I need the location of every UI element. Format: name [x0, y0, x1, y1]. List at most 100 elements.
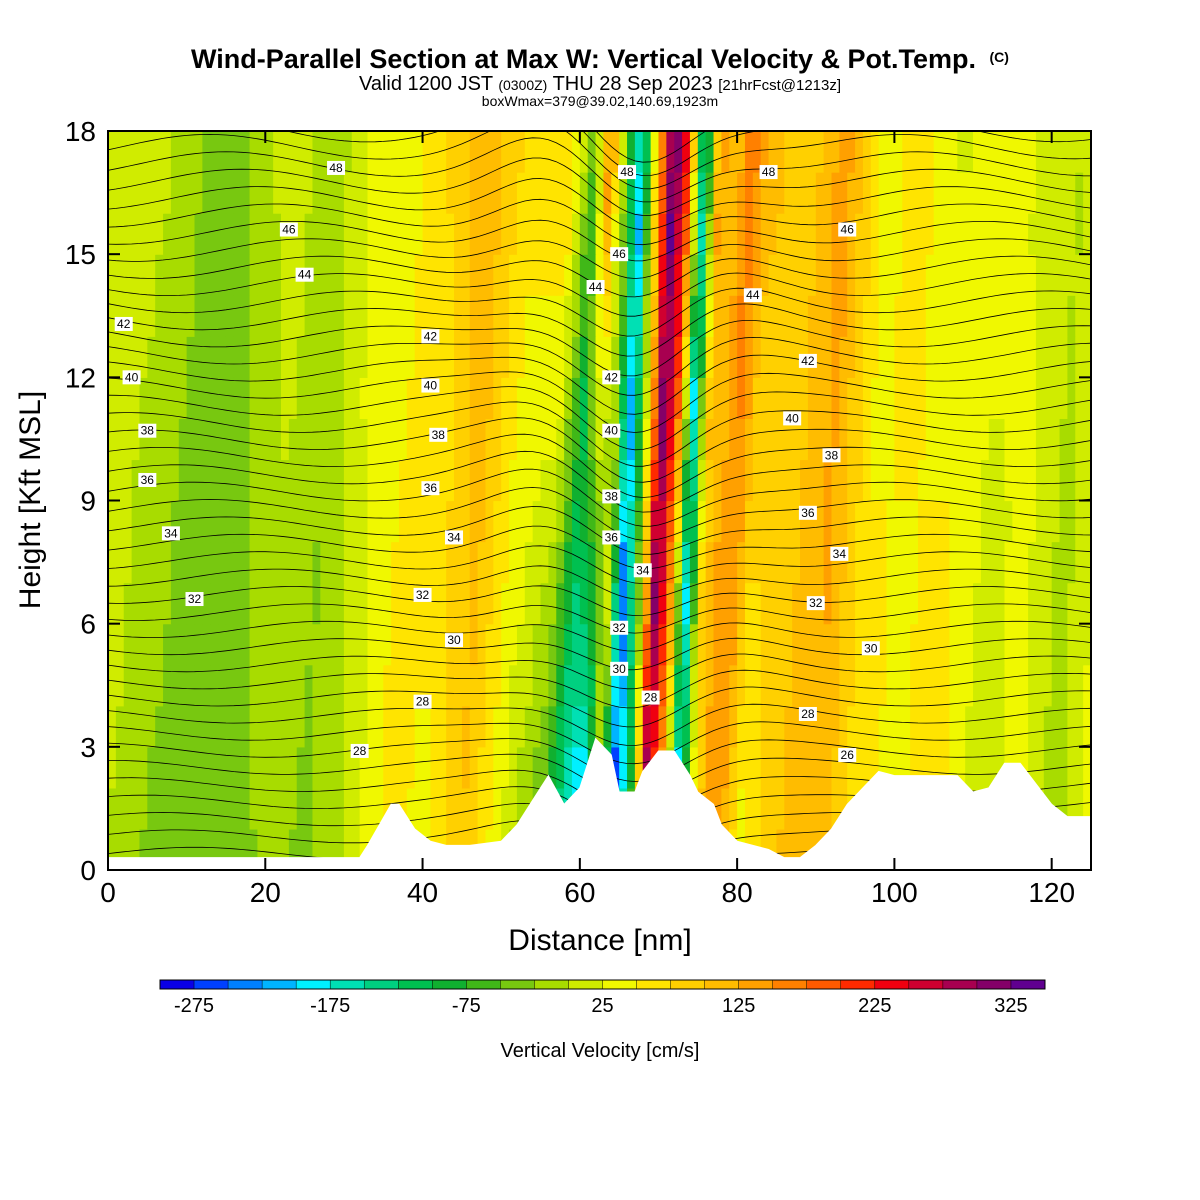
w-cell: [776, 541, 785, 584]
svg-text:46: 46: [841, 223, 855, 237]
w-cell: [139, 582, 148, 625]
w-cell: [336, 336, 345, 378]
w-cell: [595, 500, 605, 543]
w-cell: [320, 213, 329, 255]
w-cell: [241, 623, 251, 666]
w-cell: [320, 582, 329, 625]
w-cell: [225, 377, 235, 419]
w-cell: [564, 746, 573, 789]
w-cell: [249, 336, 259, 378]
w-cell: [1035, 746, 1045, 789]
w-cell: [108, 500, 117, 543]
w-cell: [163, 172, 172, 214]
w-cell: [603, 336, 612, 378]
w-cell: [1075, 418, 1084, 461]
w-cell: [760, 172, 770, 214]
w-cell: [147, 131, 156, 173]
w-cell: [980, 254, 990, 296]
w-cell: [296, 418, 306, 461]
theta-contour: [108, 506, 1091, 555]
w-cell: [1075, 336, 1084, 378]
w-cell: [178, 459, 188, 502]
w-cell: [634, 418, 644, 461]
w-cell: [304, 418, 314, 461]
w-cell: [446, 295, 455, 337]
w-cell: [996, 336, 1006, 378]
colorbar-swatch: [500, 980, 535, 989]
w-cell: [1043, 213, 1053, 255]
w-cell: [941, 131, 951, 173]
w-cell: [847, 172, 856, 214]
w-cell: [186, 254, 196, 296]
w-cell: [689, 418, 699, 461]
w-cell: [147, 418, 156, 461]
w-cell: [273, 213, 282, 255]
w-cell: [1059, 172, 1069, 214]
w-cell: [548, 213, 557, 255]
w-cell: [705, 254, 715, 296]
w-cell: [249, 500, 259, 543]
w-cell: [281, 172, 290, 214]
w-cell: [689, 172, 699, 214]
w-cell: [477, 131, 487, 173]
w-cell: [304, 131, 314, 173]
w-cell: [815, 377, 825, 419]
w-cell: [1051, 377, 1061, 419]
w-cell: [713, 213, 722, 255]
theta-label: 30: [861, 641, 880, 656]
w-cell: [202, 418, 211, 461]
w-cell: [233, 664, 243, 707]
w-cell: [446, 213, 455, 255]
w-cell: [564, 418, 573, 461]
w-cell: [320, 541, 329, 584]
w-cell: [375, 541, 384, 584]
w-cell: [501, 172, 510, 214]
w-cell: [988, 131, 998, 173]
w-cell: [1059, 336, 1069, 378]
w-cell: [980, 418, 990, 461]
w-cell: [996, 459, 1006, 502]
w-cell: [304, 705, 314, 748]
w-cell: [351, 131, 361, 173]
w-cell: [823, 213, 833, 255]
colorbar-tick-label: 325: [994, 995, 1027, 1017]
w-cell: [233, 459, 243, 502]
w-cell: [108, 459, 117, 502]
w-cell: [257, 459, 266, 502]
w-cell: [831, 418, 840, 461]
w-cell: [862, 377, 872, 419]
w-cell: [737, 623, 746, 666]
colorbar-swatch: [874, 980, 910, 989]
w-cell: [524, 418, 534, 461]
w-cell: [1012, 459, 1021, 502]
w-cell: [257, 623, 266, 666]
w-cell: [351, 623, 361, 666]
w-cell: [501, 582, 510, 625]
w-cell: [674, 541, 683, 584]
w-cell: [454, 746, 463, 789]
w-cell: [705, 295, 715, 337]
w-cell: [729, 131, 738, 173]
w-cell: [430, 582, 439, 625]
w-cell: [1043, 500, 1053, 543]
w-cell: [186, 377, 196, 419]
w-cell: [398, 541, 408, 584]
w-cell: [682, 705, 691, 748]
w-cell: [422, 500, 432, 543]
w-cell: [689, 623, 699, 666]
w-cell: [792, 377, 801, 419]
w-cell: [312, 828, 321, 870]
w-cell: [139, 131, 148, 173]
w-cell: [516, 623, 526, 666]
w-cell: [139, 705, 148, 748]
w-cell: [485, 541, 494, 584]
w-cell: [320, 459, 329, 502]
w-cell: [980, 459, 990, 502]
w-cell: [902, 541, 911, 584]
w-cell: [973, 336, 982, 378]
w-cell: [320, 705, 329, 748]
w-cell: [186, 213, 196, 255]
w-cell: [414, 500, 424, 543]
w-cell: [461, 541, 471, 584]
w-cell: [115, 336, 125, 378]
